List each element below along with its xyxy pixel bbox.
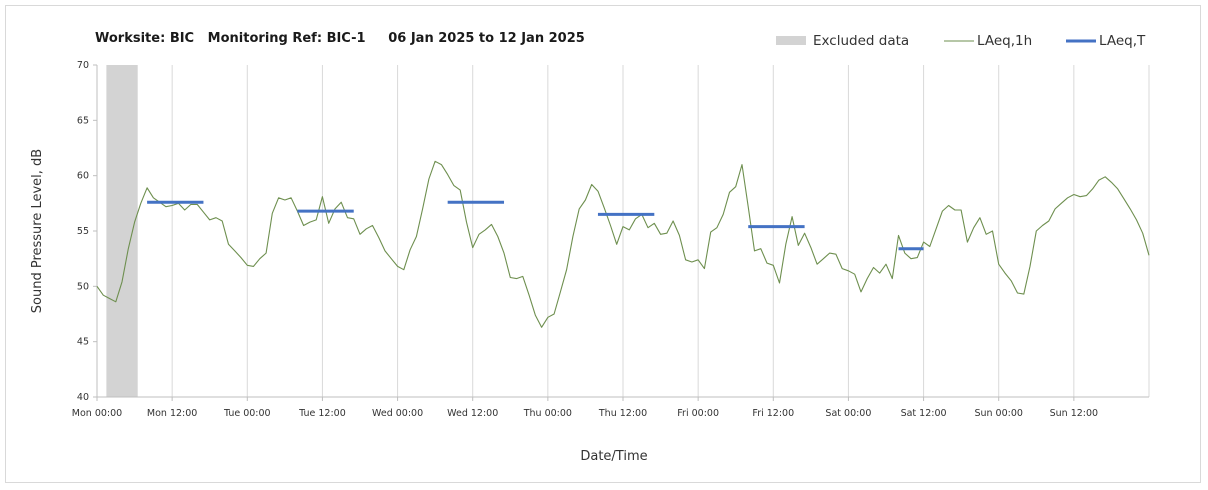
legend: Excluded data LAeq,1h LAeq,T [776, 33, 1146, 49]
x-tick-label: Thu 12:00 [598, 408, 647, 419]
plot-area: 40 45 50 55 60 65 70 Mon 00:00 Mon 12:00 Tue 00:0… [72, 60, 1150, 419]
y-axis-label: Sound Pressure Level, dB [30, 149, 45, 313]
x-tick-label: Tue 00:00 [223, 408, 271, 419]
legend-label-laeq-1h: LAeq,1h [977, 33, 1032, 49]
legend-swatch-excluded [776, 36, 806, 45]
x-tick-label: Sun 12:00 [1050, 408, 1098, 419]
x-tick-label: Fri 00:00 [677, 408, 719, 419]
x-tick-label: Wed 12:00 [447, 408, 498, 419]
x-tick-label: Wed 00:00 [372, 408, 423, 419]
x-tick-label: Sun 00:00 [974, 408, 1022, 419]
y-tick-label: 55 [77, 226, 89, 237]
y-tick-label: 40 [77, 392, 89, 403]
x-tick-label: Fri 12:00 [752, 408, 794, 419]
x-tick-label: Thu 00:00 [523, 408, 572, 419]
x-tick-label: Tue 12:00 [298, 408, 346, 419]
legend-label-laeq-t: LAeq,T [1099, 33, 1146, 49]
x-tick-label: Mon 00:00 [72, 408, 122, 419]
y-tick-label: 50 [77, 281, 89, 292]
x-tick-label: Mon 12:00 [147, 408, 197, 419]
x-axis-label: Date/Time [580, 449, 647, 464]
y-tick-label: 45 [77, 337, 89, 348]
x-tick-label: Sat 00:00 [825, 408, 871, 419]
x-tick-label: Sat 12:00 [901, 408, 947, 419]
y-tick-label: 60 [77, 171, 89, 182]
legend-label-excluded: Excluded data [813, 33, 909, 49]
chart-frame [5, 5, 1201, 483]
y-tick-label: 65 [77, 115, 89, 126]
series-line-laeq-1h [96, 160, 1150, 328]
chart-title: Worksite: BIC Monitoring Ref: BIC-1 06 J… [95, 31, 585, 46]
y-tick-label: 70 [77, 60, 89, 71]
